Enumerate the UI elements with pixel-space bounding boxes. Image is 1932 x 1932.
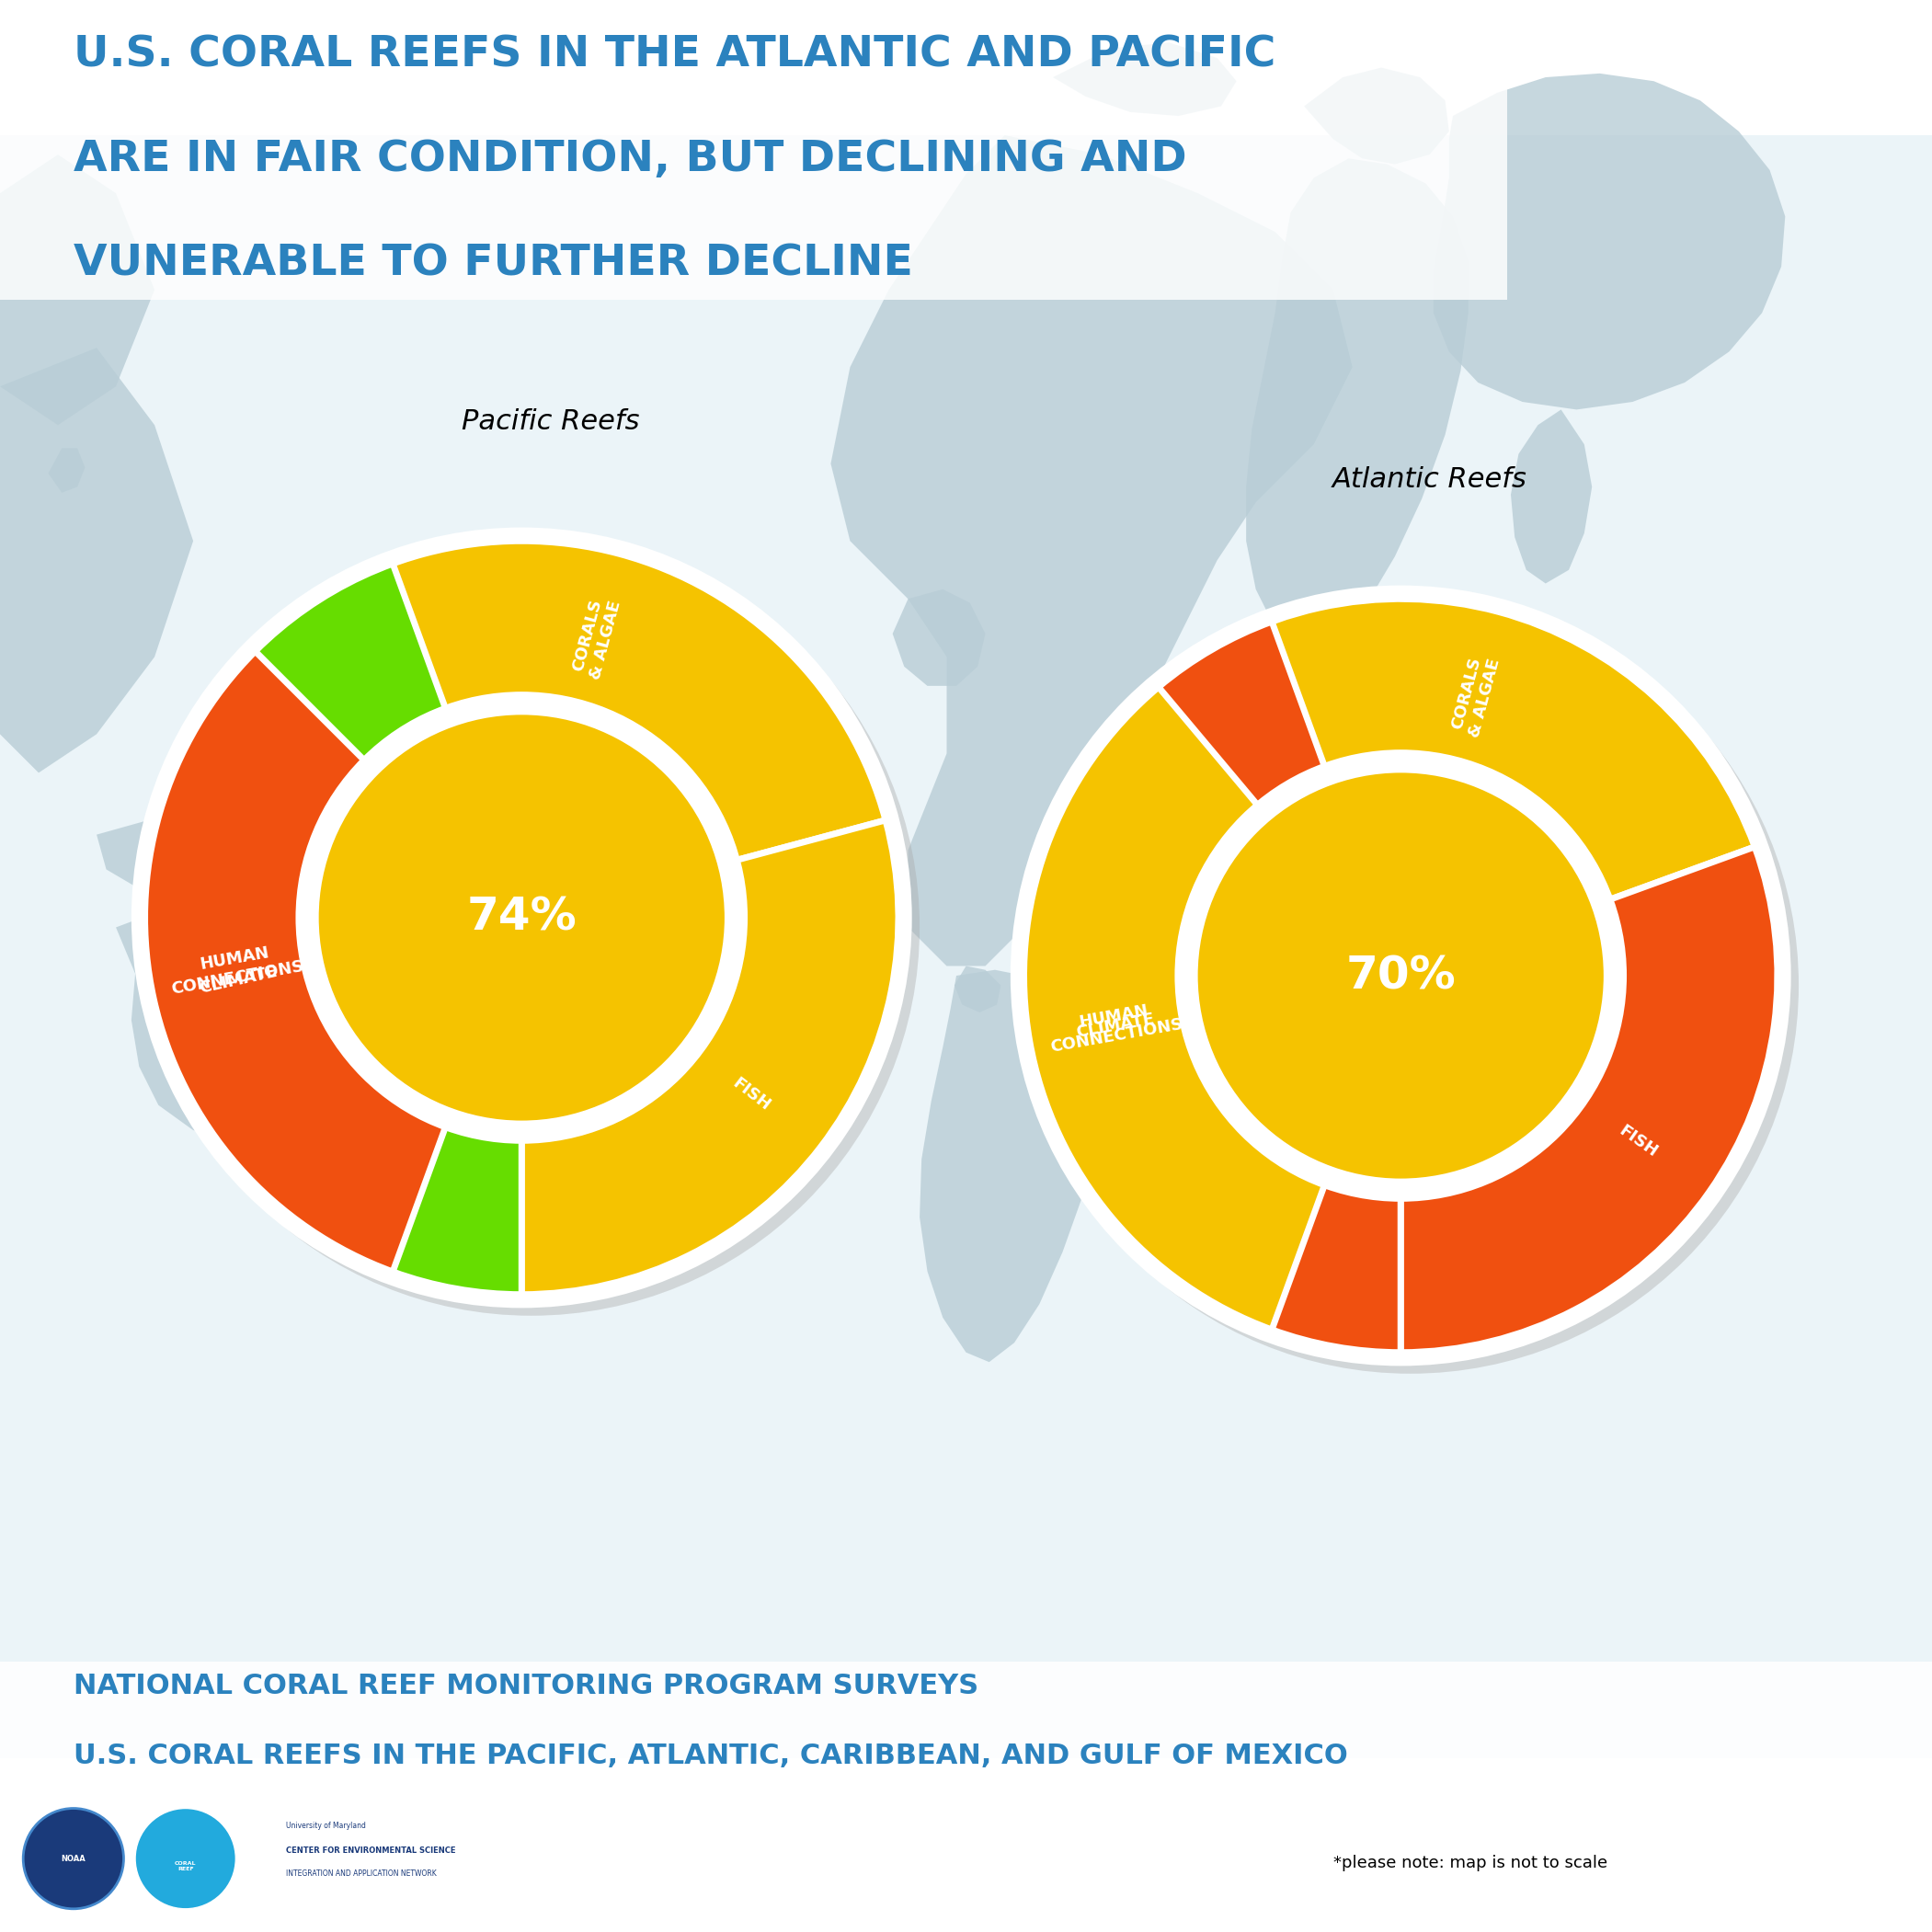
Circle shape	[143, 539, 920, 1316]
Text: INTEGRATION AND APPLICATION NETWORK: INTEGRATION AND APPLICATION NETWORK	[286, 1870, 437, 1878]
Circle shape	[135, 1808, 236, 1909]
Circle shape	[296, 692, 748, 1144]
Polygon shape	[920, 970, 1101, 1362]
Polygon shape	[1246, 158, 1468, 647]
Text: CORALS
& ALGAE: CORALS & ALGAE	[568, 593, 624, 682]
Text: CLIMATE: CLIMATE	[199, 964, 280, 997]
Bar	[0, 0, 1507, 299]
Circle shape	[1022, 597, 1799, 1374]
Text: *please note: map is not to scale: *please note: map is not to scale	[1333, 1855, 1607, 1872]
Circle shape	[319, 715, 724, 1121]
Circle shape	[23, 1808, 124, 1909]
Polygon shape	[831, 135, 1352, 966]
Circle shape	[1175, 750, 1627, 1202]
Polygon shape	[116, 889, 363, 1136]
Wedge shape	[522, 821, 898, 1294]
Text: HUMAN
CONNECTIONS: HUMAN CONNECTIONS	[166, 939, 305, 997]
Text: CORALS
& ALGAE: CORALS & ALGAE	[1447, 651, 1503, 740]
Text: CENTER FOR ENVIRONMENTAL SCIENCE: CENTER FOR ENVIRONMENTAL SCIENCE	[286, 1847, 456, 1855]
Wedge shape	[145, 651, 452, 1271]
Wedge shape	[255, 541, 885, 866]
Text: 74%: 74%	[468, 896, 576, 939]
Polygon shape	[1434, 73, 1785, 410]
Polygon shape	[0, 155, 155, 425]
Wedge shape	[1024, 622, 1401, 1352]
Polygon shape	[1053, 43, 1236, 116]
Bar	[0, 1662, 1932, 1932]
Text: Pacific Reefs: Pacific Reefs	[462, 408, 639, 435]
Circle shape	[1010, 585, 1791, 1366]
Circle shape	[1198, 773, 1604, 1179]
Text: University of Maryland: University of Maryland	[286, 1822, 365, 1830]
Polygon shape	[0, 348, 193, 773]
Text: U.S. CORAL REEFS IN THE PACIFIC, ATLANTIC, CARIBBEAN, AND GULF OF MEXICO: U.S. CORAL REEFS IN THE PACIFIC, ATLANTI…	[73, 1743, 1349, 1770]
Wedge shape	[145, 564, 522, 1294]
Text: FISH: FISH	[730, 1074, 773, 1115]
Circle shape	[131, 527, 912, 1308]
Text: NATIONAL CORAL REEF MONITORING PROGRAM SURVEYS: NATIONAL CORAL REEF MONITORING PROGRAM S…	[73, 1673, 978, 1700]
Polygon shape	[893, 589, 985, 686]
Text: VUNERABLE TO FURTHER DECLINE: VUNERABLE TO FURTHER DECLINE	[73, 243, 912, 284]
Polygon shape	[48, 448, 85, 493]
Text: U.S. CORAL REEFS IN THE ATLANTIC AND PACIFIC: U.S. CORAL REEFS IN THE ATLANTIC AND PAC…	[73, 35, 1275, 75]
Text: Atlantic Reefs: Atlantic Reefs	[1333, 466, 1526, 493]
Text: CORAL
REEF: CORAL REEF	[174, 1861, 197, 1872]
Polygon shape	[1304, 68, 1449, 164]
Text: 70%: 70%	[1347, 954, 1455, 997]
Text: NOAA: NOAA	[62, 1855, 85, 1862]
Wedge shape	[1401, 846, 1777, 1352]
Wedge shape	[1024, 688, 1331, 1329]
Wedge shape	[1159, 599, 1754, 906]
Bar	[0, 135, 1932, 1758]
Text: CLIMATE: CLIMATE	[1074, 1010, 1155, 1041]
Text: FISH: FISH	[1615, 1122, 1660, 1161]
Text: HUMAN
CONNECTIONS: HUMAN CONNECTIONS	[1045, 997, 1184, 1055]
Text: ARE IN FAIR CONDITION, BUT DECLINING AND: ARE IN FAIR CONDITION, BUT DECLINING AND	[73, 139, 1186, 180]
Polygon shape	[954, 966, 1001, 1012]
Polygon shape	[97, 821, 213, 893]
Polygon shape	[1511, 410, 1592, 583]
